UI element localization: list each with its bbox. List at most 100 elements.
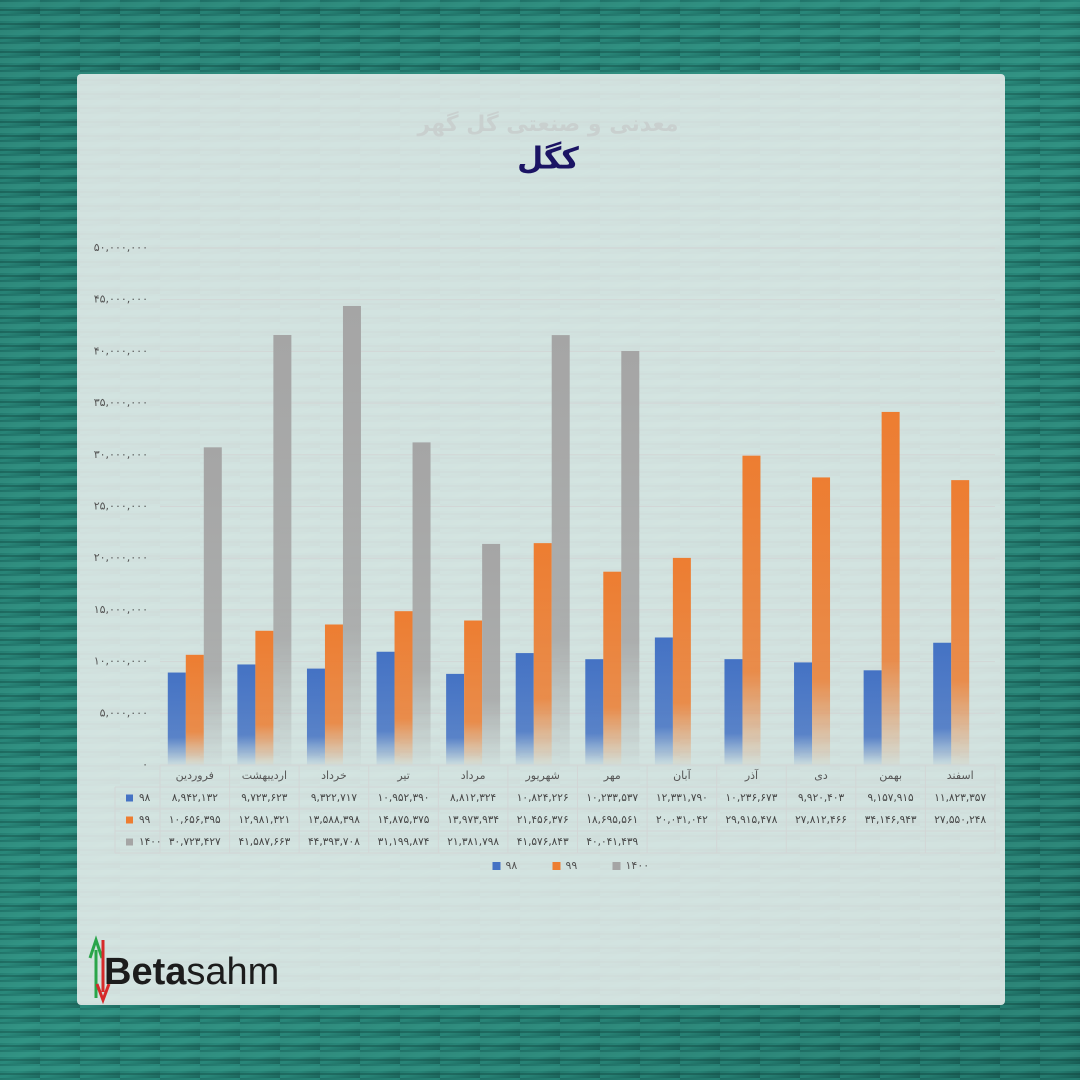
table-cell: ۱۳,۵۸۸,۳۹۸ — [308, 814, 360, 826]
x-tick-label: آبان — [673, 768, 691, 782]
bar — [794, 662, 813, 765]
table-legend-key — [126, 838, 133, 846]
bar — [863, 670, 882, 765]
table-cell: ۳۰,۷۲۳,۴۲۷ — [169, 836, 221, 848]
x-tick-label: تیر — [396, 769, 409, 782]
x-tick-label: دی — [814, 769, 828, 782]
bar — [185, 654, 204, 765]
bar — [881, 411, 900, 765]
table-cell: ۱۲,۹۸۱,۳۲۱ — [238, 814, 290, 826]
table-cell: ۲۰,۰۳۱,۰۴۲ — [656, 814, 708, 826]
y-tick-label: ۵,۰۰۰,۰۰۰ — [100, 706, 148, 719]
legend-key — [492, 862, 501, 870]
bar — [551, 335, 570, 765]
x-tick-label: اسفند — [947, 769, 974, 782]
bar — [742, 455, 761, 765]
table-cell: ۹,۷۲۳,۶۲۳ — [241, 792, 288, 804]
x-tick-label: آذر — [744, 768, 759, 782]
bar — [951, 480, 970, 765]
table-cell: ۱۸,۶۹۵,۵۶۱ — [586, 814, 638, 826]
bar — [394, 611, 413, 765]
bar — [812, 477, 831, 765]
table-cell: ۱۱,۸۲۳,۳۵۷ — [934, 792, 986, 804]
bar — [273, 334, 292, 765]
chart-title: کگل — [517, 141, 579, 177]
bar — [376, 651, 395, 765]
table-cell: ۳۴,۱۴۶,۹۴۳ — [865, 814, 917, 826]
table-legend-key — [126, 816, 133, 824]
table-cell: ۱۰,۹۵۲,۳۹۰ — [378, 792, 430, 804]
bar — [203, 447, 222, 765]
y-tick-label: ۰ — [142, 758, 148, 771]
x-tick-label: مرداد — [461, 769, 486, 782]
bar — [515, 653, 534, 765]
table-cell: ۱۰,۸۲۴,۲۲۶ — [517, 792, 569, 804]
logo-bold: Beta — [104, 951, 187, 993]
table-cell: ۴۴,۳۹۳,۷۰۸ — [308, 836, 360, 848]
table-cell: ۱۲,۳۳۱,۷۹۰ — [656, 792, 708, 804]
table-series-name: ۹۹ — [139, 814, 151, 826]
bar — [255, 630, 274, 765]
bar — [324, 624, 343, 765]
legend-key — [612, 862, 621, 870]
table-series-name: ۱۴۰۰ — [139, 836, 162, 848]
table-cell: ۱۴,۸۷۵,۳۷۵ — [378, 814, 430, 826]
table-cell: ۴۰,۰۴۱,۴۳۹ — [586, 836, 638, 848]
y-tick-label: ۲۰,۰۰۰,۰۰۰ — [94, 551, 148, 564]
y-tick-label: ۵۰,۰۰۰,۰۰۰ — [94, 241, 148, 254]
bar — [412, 442, 431, 765]
x-tick-label: خرداد — [321, 769, 347, 782]
table-legend-key — [126, 794, 133, 802]
table-cell: ۹,۳۲۲,۷۱۷ — [311, 792, 358, 804]
table-cell: ۲۱,۴۵۶,۳۷۶ — [517, 814, 569, 826]
table-cell: ۹,۱۵۷,۹۱۵ — [868, 792, 915, 804]
y-tick-label: ۱۵,۰۰۰,۰۰۰ — [94, 603, 148, 616]
legend-label: ۹۸ — [506, 859, 518, 872]
bar — [446, 673, 465, 765]
y-tick-label: ۱۰,۰۰۰,۰۰۰ — [94, 655, 148, 668]
chart-subtitle: معدنی و صنعتی گل گهر — [417, 110, 679, 137]
y-tick-label: ۴۰,۰۰۰,۰۰۰ — [94, 344, 148, 357]
logo-arrow-up — [88, 935, 104, 998]
y-tick-label: ۲۵,۰۰۰,۰۰۰ — [94, 500, 148, 513]
x-tick-label: فروردین — [176, 769, 214, 782]
table-cell: ۲۷,۸۱۲,۴۶۶ — [795, 814, 847, 826]
table-cell: ۱۳,۹۷۳,۹۳۴ — [447, 814, 499, 826]
table-cell: ۴۱,۵۷۶,۸۴۳ — [517, 836, 569, 848]
table-cell: ۲۹,۹۱۵,۴۷۸ — [726, 814, 778, 826]
logo-text: Betasahm — [104, 951, 279, 993]
bar — [482, 543, 501, 765]
logo: Betasahm — [88, 935, 279, 1005]
bar — [533, 543, 552, 765]
bar — [672, 557, 691, 765]
table-cell: ۱۰,۶۵۶,۳۹۵ — [169, 814, 221, 826]
x-tick-label: بهمن — [879, 769, 902, 782]
table-cell: ۲۱,۳۸۱,۷۹۸ — [447, 836, 499, 848]
card — [77, 74, 1005, 1005]
table-cell: ۱۰,۲۳۳,۵۳۷ — [586, 792, 638, 804]
legend-key — [552, 862, 561, 870]
table-cell: ۹,۹۲۰,۴۰۳ — [798, 792, 845, 804]
legend-label: ۹۹ — [566, 859, 578, 872]
legend-label: ۱۴۰۰ — [626, 859, 650, 872]
table-cell: ۱۰,۲۳۶,۶۷۳ — [726, 792, 778, 804]
bar — [654, 637, 673, 765]
bar — [237, 664, 256, 765]
y-tick-label: ۴۵,۰۰۰,۰۰۰ — [94, 293, 148, 306]
x-tick-label: مهر — [603, 769, 621, 782]
table-cell: ۳۱,۱۹۹,۸۷۴ — [378, 836, 430, 848]
table-cell: ۸,۸۱۲,۳۲۴ — [450, 792, 496, 804]
y-tick-label: ۳۵,۰۰۰,۰۰۰ — [94, 396, 148, 409]
x-tick-label: اردیبهشت — [242, 769, 287, 782]
table-series-name: ۹۸ — [139, 792, 151, 804]
y-tick-label: ۳۰,۰۰۰,۰۰۰ — [94, 448, 148, 461]
table-cell: ۲۷,۵۵۰,۲۴۸ — [934, 814, 986, 826]
bar — [724, 659, 743, 765]
bar — [585, 659, 604, 765]
table-cell: ۸,۹۴۲,۱۳۲ — [172, 792, 219, 804]
bar — [167, 672, 186, 765]
bar — [306, 668, 325, 765]
chart: ۰ ۵,۰۰۰,۰۰۰ ۱۰,۰۰۰,۰۰۰ ۱۵,۰۰۰,۰۰۰ ۲۰,۰۰۰,۰۰۰… — [94, 241, 996, 872]
bar — [933, 642, 952, 765]
